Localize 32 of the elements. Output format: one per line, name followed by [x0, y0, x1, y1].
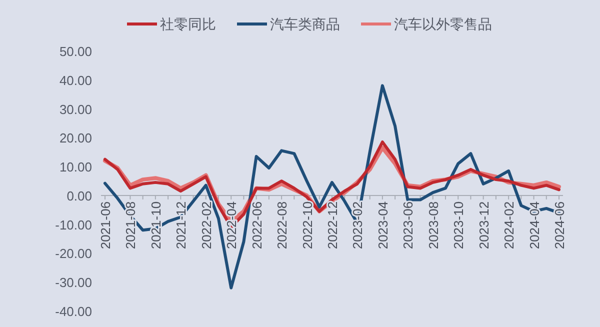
x-tick-label: 2023-12: [476, 201, 492, 250]
x-tick-label: 2023-02: [350, 201, 366, 250]
legend-label: 汽车以外零售品: [394, 16, 492, 32]
x-tick-label: 2022-06: [249, 201, 264, 250]
x-tick-label: 2021-10: [148, 201, 164, 250]
x-tick-label: 2023-08: [426, 201, 441, 250]
y-tick-label: 0.00: [66, 188, 92, 204]
y-tick-label: 30.00: [59, 102, 92, 117]
legend-label: 社零同比: [160, 16, 216, 32]
x-tick-label: 2021-12: [174, 201, 189, 250]
x-tick-label: 2023-10: [451, 201, 466, 250]
y-tick-label: 10.00: [59, 160, 92, 175]
y-tick-label: 40.00: [59, 72, 92, 88]
x-tick-label: 2022-02: [198, 201, 214, 250]
y-tick-label: 50.00: [59, 44, 92, 59]
legend-label: 汽车类商品: [270, 16, 340, 32]
x-tick-label: 2024-04: [526, 201, 542, 250]
y-tick-label: 20.00: [59, 130, 92, 146]
y-tick-label: -10.00: [55, 217, 92, 232]
x-tick-label: 2022-08: [274, 201, 290, 250]
x-tick-label: 2022-10: [300, 201, 315, 250]
y-tick-label: -30.00: [55, 275, 92, 290]
x-tick-label: 2023-06: [400, 201, 416, 250]
y-tick-label: -20.00: [55, 246, 92, 262]
x-tick-label: 2022-04: [224, 201, 240, 250]
y-tick-label: -40.00: [55, 304, 92, 319]
x-tick-label: 2021-08: [123, 201, 138, 250]
x-tick-label: 2023-04: [375, 201, 390, 250]
x-tick-label: 2022-12: [325, 201, 340, 250]
x-tick-label: 2024-02: [502, 201, 517, 250]
x-tick-label: 2024-06: [552, 201, 567, 250]
x-tick-label: 2021-06: [98, 201, 113, 250]
